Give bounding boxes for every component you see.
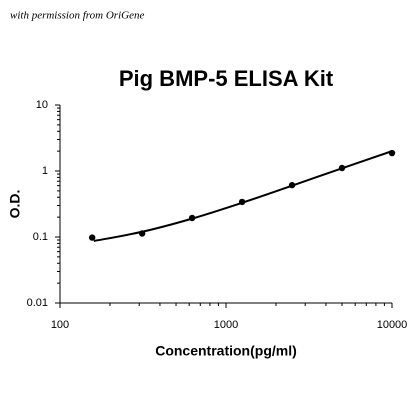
data-point: [338, 164, 346, 172]
data-point: [88, 234, 96, 241]
data-point: [388, 149, 396, 157]
data-point: [288, 181, 296, 189]
y-tick-label: 0.1: [33, 231, 48, 243]
x-tick-label: 100: [51, 319, 69, 331]
x-tick-label: 1000: [214, 319, 238, 331]
y-tick-label: 1: [42, 165, 48, 177]
data-point: [238, 198, 246, 206]
y-tick-label: 10: [36, 99, 48, 111]
annotation: with permission from OriGene: [10, 10, 144, 22]
data-point: [188, 214, 196, 222]
fit-curve: [93, 150, 393, 242]
x-axis-title: Concentration(pg/ml): [155, 343, 297, 359]
chart-title: Pig BMP-5 ELISA Kit: [119, 66, 334, 91]
y-axis-title: O.D.: [7, 190, 23, 219]
data-point: [138, 230, 146, 237]
y-tick-label: 0.01: [27, 297, 48, 309]
x-tick-label: 10000: [377, 319, 408, 331]
